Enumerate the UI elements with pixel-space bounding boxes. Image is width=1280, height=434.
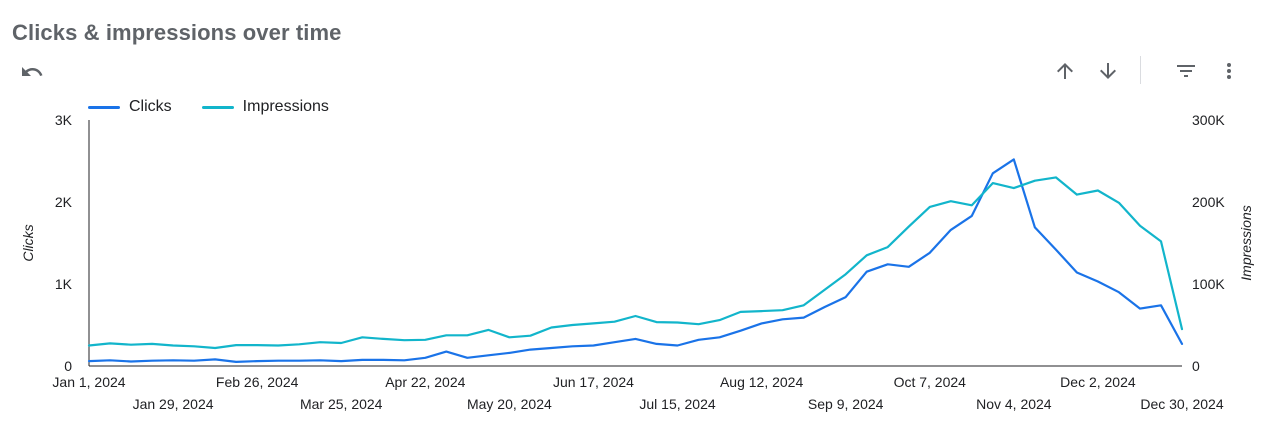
chart-legend: Clicks Impressions [88, 98, 329, 116]
legend-swatch-clicks [88, 105, 120, 109]
x-tick-label: Mar 25, 2024 [300, 396, 383, 412]
y-left-tick-label: 3K [55, 112, 73, 128]
x-tick-label: Jun 17, 2024 [553, 374, 634, 390]
x-tick-label: Oct 7, 2024 [894, 374, 967, 390]
y-right-tick-label: 200K [1192, 194, 1225, 210]
y-right-tick-label: 100K [1192, 276, 1225, 292]
undo-icon [22, 67, 43, 76]
series-line-impressions [87, 176, 1184, 350]
y-right-tick-label: 0 [1192, 358, 1200, 374]
y-left-tick-label: 0 [64, 358, 72, 374]
sort-descending-button[interactable] [1092, 55, 1124, 87]
sort-ascending-button[interactable] [1049, 55, 1081, 87]
x-tick-label: Apr 22, 2024 [385, 374, 465, 390]
x-tick-label: Sep 9, 2024 [808, 396, 884, 412]
chart-title: Clicks & impressions over time [12, 20, 342, 45]
arrow-down-icon [1100, 63, 1116, 79]
legend-label-clicks: Clicks [129, 98, 172, 115]
legend-label-impressions: Impressions [242, 98, 329, 115]
y-right-tick-label: 300K [1192, 112, 1225, 128]
x-tick-label: Aug 12, 2024 [720, 374, 804, 390]
y-left-tick-label: 2K [55, 194, 73, 210]
x-tick-label: May 20, 2024 [467, 396, 552, 412]
filter-button[interactable] [1170, 55, 1202, 87]
legend-item-clicks[interactable]: Clicks [88, 98, 172, 116]
x-tick-label: Jul 15, 2024 [639, 396, 715, 412]
x-tick-label: Nov 4, 2024 [976, 396, 1052, 412]
x-tick-label: Jan 29, 2024 [133, 396, 214, 412]
undo-button[interactable] [16, 56, 48, 88]
x-tick-label: Feb 26, 2024 [216, 374, 299, 390]
arrow-up-icon [1057, 63, 1073, 79]
y-left-axis-title: Clicks [20, 224, 36, 261]
y-right-axis-title: Impressions [1238, 205, 1254, 280]
legend-item-impressions[interactable]: Impressions [201, 98, 329, 116]
legend-swatch-impressions [201, 105, 234, 109]
series-line-clicks [87, 158, 1184, 363]
y-left-tick-label: 1K [55, 276, 73, 292]
x-tick-label: Dec 30, 2024 [1140, 396, 1223, 412]
more-options-button[interactable] [1213, 55, 1245, 87]
filter-icon [1177, 65, 1195, 77]
more-vert-icon [1227, 63, 1231, 79]
toolbar-divider [1140, 56, 1141, 84]
x-tick-label: Dec 2, 2024 [1060, 374, 1136, 390]
x-tick-label: Jan 1, 2024 [52, 374, 125, 390]
